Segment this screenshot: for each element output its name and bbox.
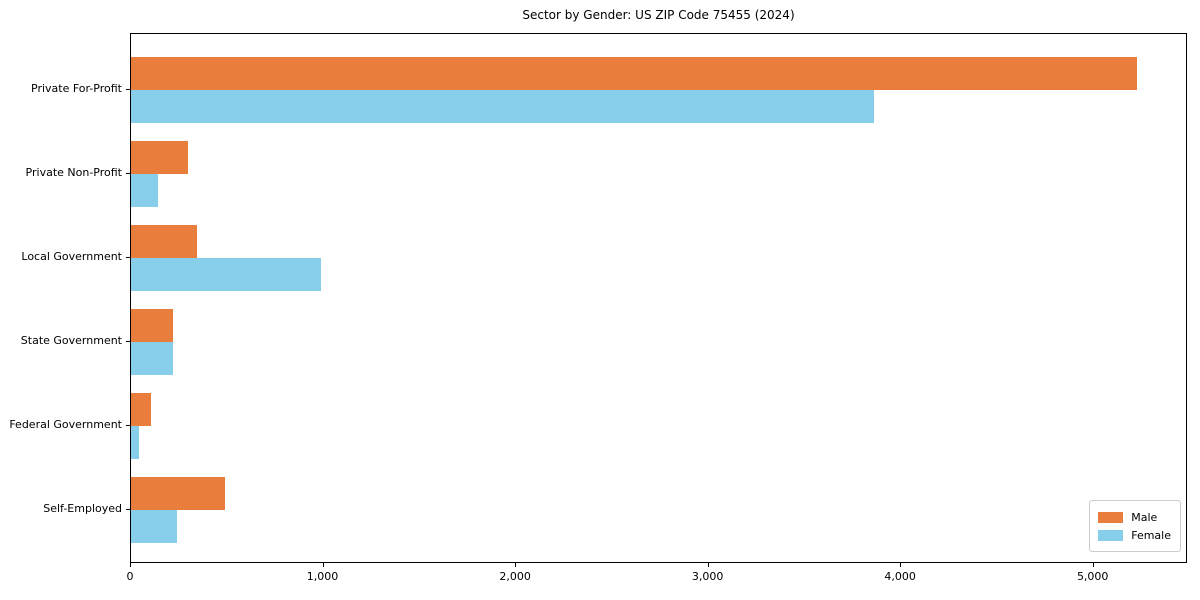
x-tick-mark (322, 563, 324, 567)
y-tick-mark (126, 89, 130, 90)
legend-item-female: Female (1098, 527, 1171, 543)
legend-swatch-male (1098, 511, 1124, 523)
chart-title: Sector by Gender: US ZIP Code 75455 (202… (522, 8, 795, 22)
x-axis-tick-label: 1,000 (306, 570, 339, 583)
bar-female-0 (131, 90, 875, 123)
legend-label: Female (1131, 528, 1171, 542)
bar-female-4 (131, 426, 140, 459)
bar-male-2 (131, 225, 198, 258)
x-axis-tick-label: 3,000 (691, 570, 724, 583)
x-axis-tick-label: 5,000 (1076, 570, 1109, 583)
legend-item-male: Male (1098, 509, 1171, 525)
x-axis-tick-label: 0 (126, 570, 134, 583)
y-axis-category-label: Self-Employed (43, 502, 122, 515)
y-axis-category-label: Federal Government (9, 418, 122, 431)
x-tick-mark (130, 563, 131, 567)
y-axis-category-label: Private For-Profit (31, 82, 122, 95)
legend-label: Male (1131, 510, 1158, 524)
x-axis-tick-label: 2,000 (499, 570, 531, 583)
legend-swatch-female (1098, 529, 1124, 541)
y-axis-category-label: Private Non-Profit (25, 166, 122, 179)
bar-female-3 (131, 342, 173, 375)
bar-male-3 (131, 309, 173, 342)
x-tick-mark (515, 563, 517, 567)
bar-female-2 (131, 258, 321, 291)
bar-female-1 (131, 174, 159, 207)
y-axis-category-label: Local Government (21, 250, 122, 263)
plot-area: Male Female (130, 33, 1187, 563)
bar-male-4 (131, 393, 152, 426)
y-tick-mark (126, 173, 130, 174)
y-tick-mark (126, 509, 130, 510)
x-axis-tick-label: 4,000 (884, 570, 916, 583)
y-axis-category-label: State Government (20, 334, 122, 347)
y-tick-mark (126, 425, 130, 426)
x-tick-mark (707, 563, 709, 567)
y-tick-mark (126, 257, 130, 258)
x-tick-mark (900, 563, 902, 567)
x-tick-mark (1092, 563, 1094, 567)
bar-male-1 (131, 141, 189, 174)
y-tick-mark (126, 341, 130, 342)
legend: Male Female (1089, 500, 1181, 552)
bar-male-5 (131, 477, 225, 510)
bar-male-0 (131, 57, 1137, 90)
bar-female-5 (131, 510, 177, 543)
